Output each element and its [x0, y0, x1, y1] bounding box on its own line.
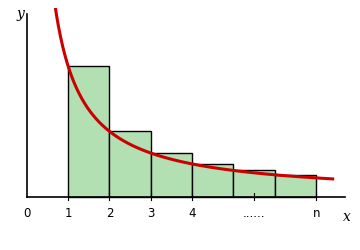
Text: n: n [312, 207, 320, 220]
Bar [234, 170, 275, 196]
Bar [275, 175, 316, 197]
Text: 4: 4 [188, 207, 196, 220]
Text: ......: ...... [243, 207, 265, 220]
Text: y: y [17, 7, 24, 21]
Text: x: x [343, 210, 351, 224]
Bar [68, 66, 109, 196]
Bar [151, 153, 192, 196]
Text: 1: 1 [64, 207, 72, 220]
Text: 2: 2 [106, 207, 113, 220]
Text: 0: 0 [23, 207, 31, 220]
Bar [109, 131, 151, 196]
Bar [192, 164, 234, 196]
Text: 3: 3 [147, 207, 154, 220]
